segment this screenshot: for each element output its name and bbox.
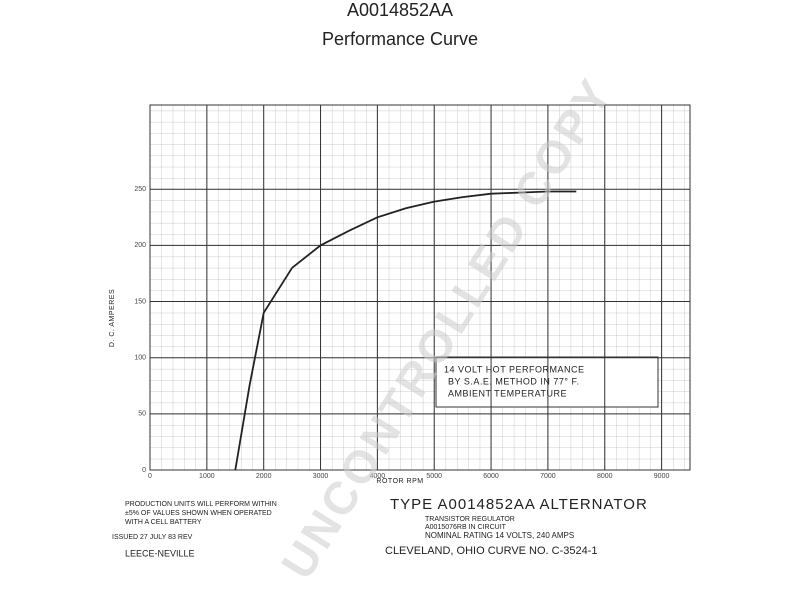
note: PRODUCTION UNITS WILL PERFORM WITHIN — [125, 501, 277, 508]
annotation: 14 VOLT HOT PERFORMANCE — [444, 364, 585, 374]
line — [234, 190, 577, 471]
y-tick-label: 200 — [134, 242, 146, 249]
x-tick-label: 9000 — [654, 473, 670, 480]
issued: ISSUED 27 JULY 83 REV — [112, 534, 193, 541]
curve-number: CLEVELAND, OHIO CURVE NO. C-3524-1 — [385, 545, 598, 557]
type-line: TYPE A0014852AA ALTERNATOR — [390, 496, 648, 513]
x-axis-label: ROTOR RPM — [376, 478, 423, 485]
y-tick-label: 50 — [138, 411, 146, 418]
x-tick-label: 5000 — [426, 473, 442, 480]
company: LEECE-NEVILLE — [125, 548, 195, 558]
rating: NOMINAL RATING 14 VOLTS, 240 AMPS — [425, 531, 574, 540]
regulator: A0015076RB IN CIRCUIT — [425, 524, 507, 531]
x-tick-label: 7000 — [540, 473, 556, 480]
annotation: BY S.A.E. METHOD IN 77° F. — [448, 376, 579, 386]
y-tick-label: 250 — [134, 186, 146, 193]
x-tick-label: 4000 — [370, 473, 386, 480]
regulator: TRANSISTOR REGULATOR — [425, 516, 515, 523]
y-tick-label: 0 — [142, 467, 146, 474]
plot-area — [149, 104, 691, 471]
x-tick-label: 8000 — [597, 473, 613, 480]
x-tick-label: 1000 — [199, 473, 215, 480]
x-tick-label: 3000 — [313, 473, 329, 480]
annotation-box — [435, 356, 659, 408]
x-tick-label: 0 — [148, 473, 152, 480]
annotation: AMBIENT TEMPERATURE — [448, 388, 567, 398]
y-axis-label: D. C. AMPERES — [109, 289, 116, 347]
y-tick-label: 100 — [134, 355, 146, 362]
note: WITH A CELL BATTERY — [125, 519, 202, 526]
x-tick-label: 2000 — [256, 473, 272, 480]
note: ±5% OF VALUES SHOWN WHEN OPERATED — [125, 510, 272, 517]
x-tick-label: 6000 — [483, 473, 499, 480]
y-tick-label: 150 — [134, 298, 146, 305]
chart-title: A0014852AA — [347, 0, 453, 20]
chart-subtitle: Performance Curve — [322, 29, 478, 49]
